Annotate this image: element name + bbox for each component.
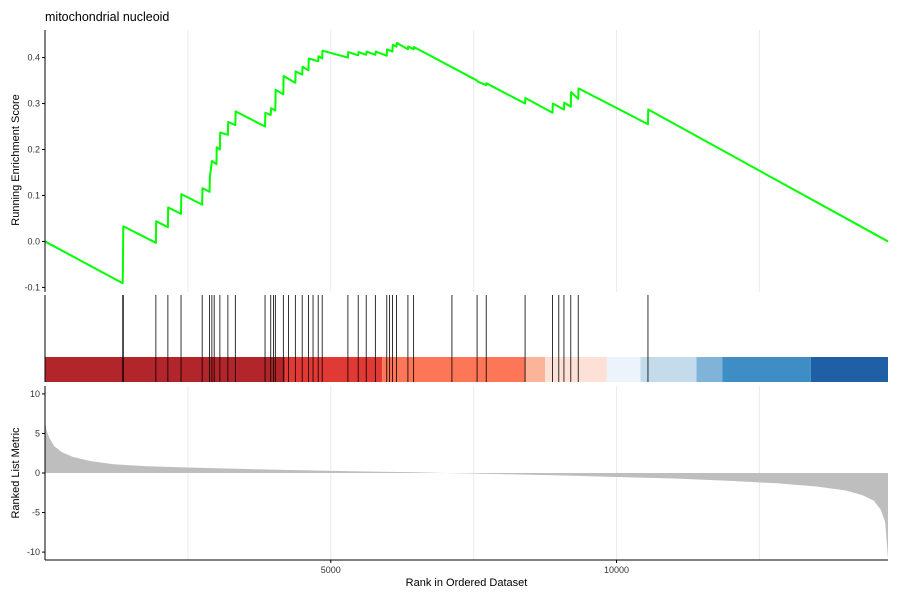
tick-labels: -0.1 0.0 0.1 0.2 0.3 0.4 -10 -5 0 5 10 5000 10000 [24, 53, 629, 575]
ranked-metric-y-label: Ranked List Metric [10, 427, 22, 519]
metric-y-tick-label: -5 [32, 508, 40, 518]
heatmap-segment [285, 357, 383, 382]
x-tick-label: 10000 [604, 565, 629, 575]
heatmap-segment [382, 357, 526, 382]
gene-hit-lines [122, 295, 649, 382]
rank-heatmap [45, 357, 888, 382]
metric-y-tick-label: 10 [30, 389, 40, 399]
score-y-tick-label: -0.1 [24, 282, 40, 292]
metric-y-tick-label: 5 [35, 428, 40, 438]
axes [42, 30, 888, 563]
score-y-tick-label: 0.2 [27, 145, 40, 155]
score-y-tick-label: 0.0 [27, 236, 40, 246]
x-tick-label: 5000 [321, 565, 341, 575]
ranked-metric-fill [45, 421, 888, 559]
score-y-tick-label: 0.4 [27, 53, 40, 63]
running-score-line [44, 41, 889, 285]
metric-y-tick-label: 0 [35, 468, 40, 478]
heatmap-segment [606, 357, 641, 382]
running-score-line [44, 41, 889, 285]
heatmap-segment [545, 357, 607, 382]
metric-y-tick-label: -10 [27, 547, 40, 557]
chart-title: mitochondrial nucleoid [45, 10, 169, 24]
heatmap-segment [722, 357, 811, 382]
score-y-tick-label: 0.3 [27, 99, 40, 109]
ranked-metric-area [45, 421, 888, 559]
score-y-tick-label: 0.1 [27, 190, 40, 200]
heatmap-segment [525, 357, 546, 382]
heatmap-segment [810, 357, 888, 382]
running-score-y-label: Running Enrichment Score [10, 94, 22, 225]
heatmap-segment [45, 357, 286, 382]
heatmap-segment [640, 357, 697, 382]
heatmap-segment [696, 357, 723, 382]
x-axis-label: Rank in Ordered Dataset [406, 577, 528, 589]
